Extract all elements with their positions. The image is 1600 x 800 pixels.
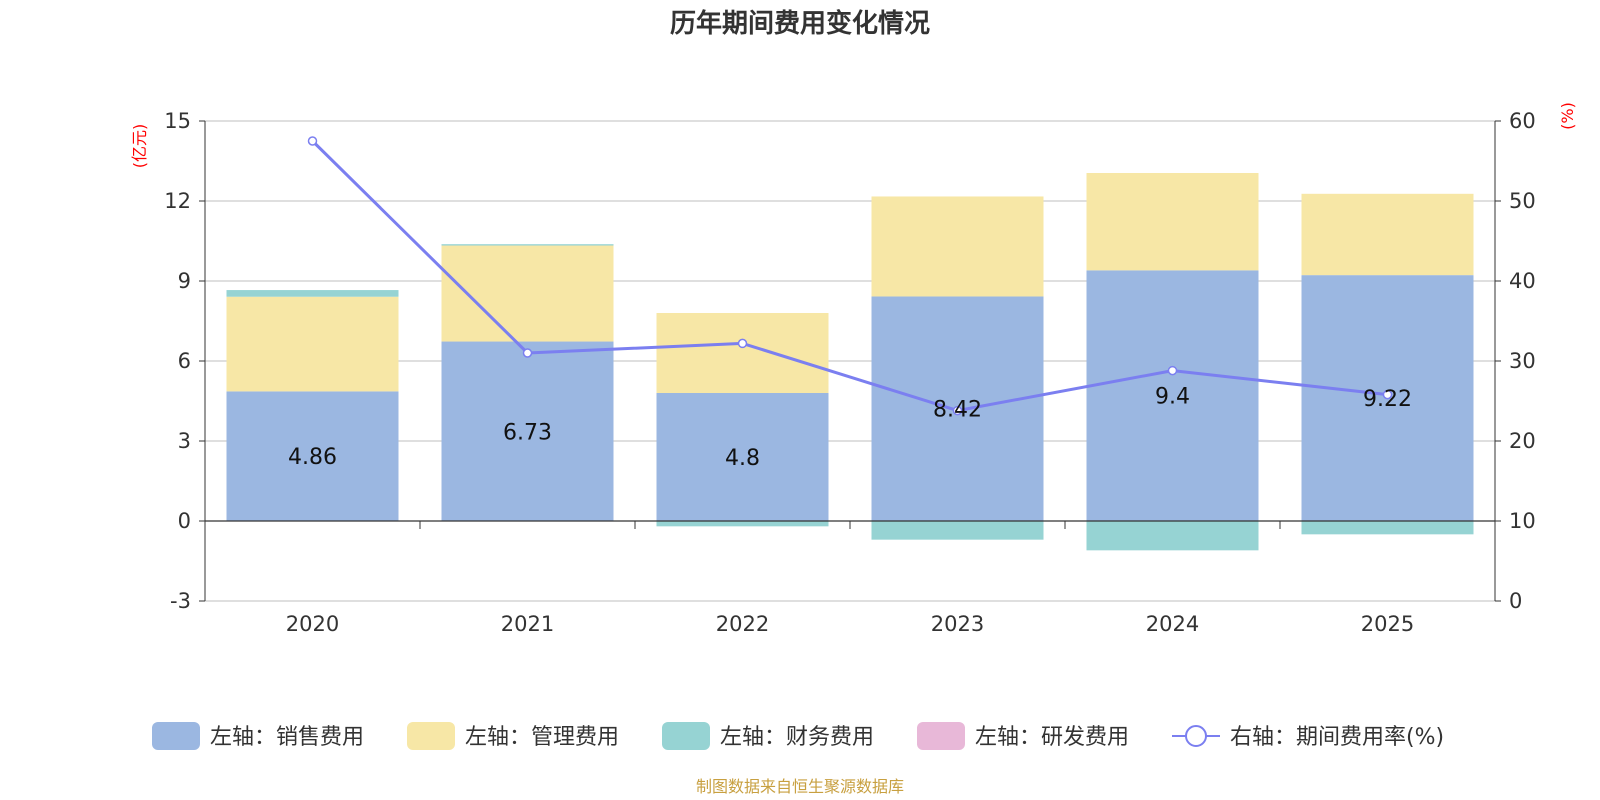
bar-value-label: 8.42 [933,398,982,423]
bar-value-label: 4.86 [288,445,337,470]
grid-lines [205,120,1495,602]
source-note: 制图数据来自恒生聚源数据库 [696,777,904,796]
bar-segment [656,393,829,521]
bar-segment [1086,521,1259,551]
x-tick-label: 2021 [501,612,554,636]
right-tick-label: 50 [1509,189,1536,213]
right-tick-label: 60 [1509,109,1536,133]
chart-title: 历年期间费用变化情况 [670,8,930,39]
left-tick-label: 15 [164,109,191,133]
bar-segment [656,313,829,393]
x-tick-label: 2024 [1146,612,1199,636]
bars [226,173,1474,551]
bar-value-label: 4.8 [725,446,760,471]
bar-segment [441,341,614,521]
legend-label: 左轴：销售费用 [210,725,364,750]
legend-label: 左轴：财务费用 [720,725,874,750]
rate-line-point [737,338,748,349]
rate-line [307,136,1393,416]
left-axis-unit: (亿元) [130,124,149,169]
x-tick-label: 2025 [1361,612,1414,636]
bar-segment [226,290,399,297]
bar-segment [656,521,829,527]
rate-line-point [522,348,533,358]
rate-line-point [1167,365,1178,376]
bar-value-label: 9.22 [1363,387,1412,412]
bar-segment [226,391,399,521]
legend-swatch [152,722,200,750]
right-tick-label: 10 [1509,509,1536,533]
right-axis-unit: (%) [1558,102,1577,130]
bar-value-label: 6.73 [503,420,552,445]
left-tick-label: 0 [178,509,191,533]
bar-segment [871,196,1044,297]
bar-segment [226,296,399,392]
left-tick-label: -3 [170,589,191,613]
rate-line-point [1382,389,1393,400]
bar-segment [1301,521,1474,535]
bar-segment [1086,173,1259,271]
x-tick-label: 2022 [716,612,769,636]
rate-line-path [311,139,1388,413]
legend-swatch [407,722,455,750]
bar-segment [1086,270,1259,521]
legend-swatch [662,722,710,750]
left-tick-label: 9 [178,269,191,293]
rate-line-point [952,405,963,416]
right-tick-label: 30 [1509,349,1536,373]
legend-label: 左轴：研发费用 [975,725,1129,750]
legend-swatch-marker [1185,725,1207,747]
left-tick-label: 6 [178,349,191,373]
legend-swatch [917,722,965,750]
bar-segment [441,245,614,342]
right-tick-label: 40 [1509,269,1536,293]
bar-segment [1301,193,1474,276]
x-tick-label: 2023 [931,612,984,636]
x-tick-label: 2020 [286,612,339,636]
right-tick-label: 20 [1509,429,1536,453]
bar-segment [871,521,1044,540]
bar-value-label: 9.4 [1155,385,1190,410]
rate-line-point [307,136,318,146]
left-tick-label: 12 [164,189,191,213]
right-tick-label: 0 [1509,589,1522,613]
left-tick-label: 3 [178,429,191,453]
legend: 左轴：销售费用 左轴：管理费用 左轴：财务费用 左轴：研发费用 右轴：期间费用率(%) [152,722,1444,750]
bar-value-labels: 4.86 6.73 4.8 8.42 9.4 9.22 [288,385,1412,471]
legend-label: 左轴：管理费用 [465,725,619,750]
legend-label: 右轴：期间费用率(%) [1230,725,1444,750]
bar-segment [441,244,614,246]
